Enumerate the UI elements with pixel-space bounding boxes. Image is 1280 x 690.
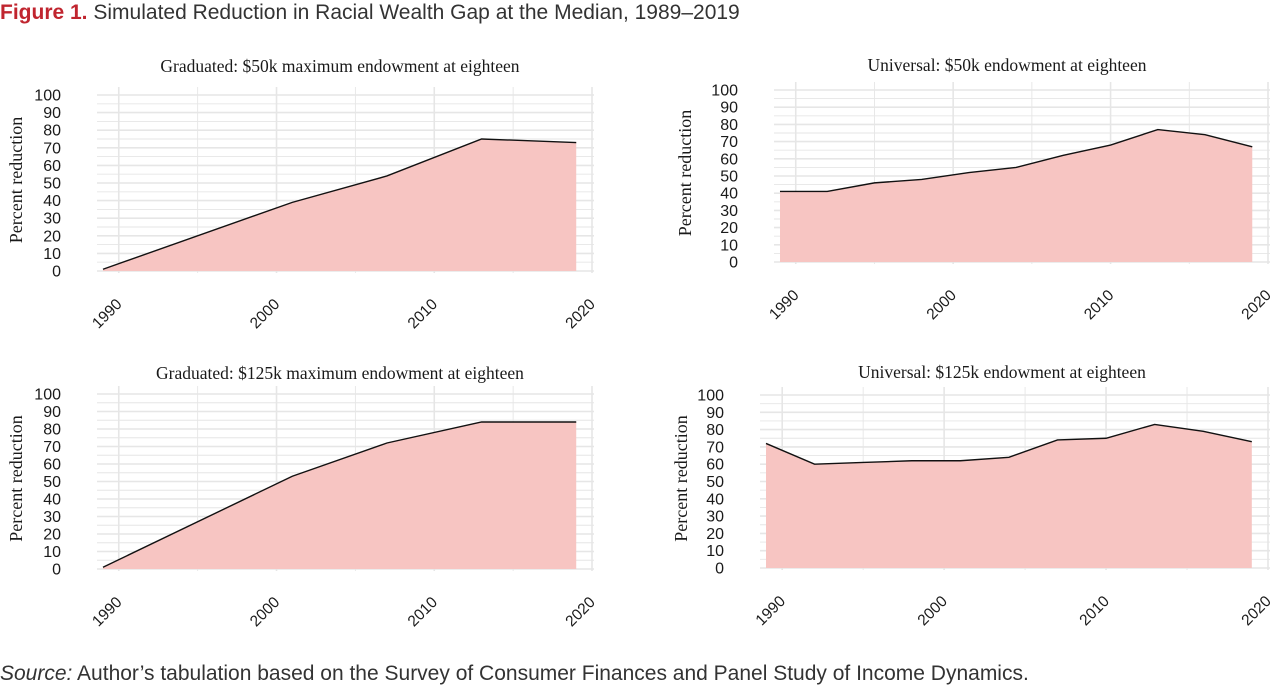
x-tick-label: 2010 xyxy=(1076,593,1113,630)
y-tick-label: 60 xyxy=(706,457,724,474)
y-tick-label: 20 xyxy=(43,527,61,544)
y-tick-label: 0 xyxy=(729,255,738,272)
y-tick-label: 90 xyxy=(43,404,61,421)
y-tick-label: 70 xyxy=(706,439,724,456)
panel-title: Graduated: $50k maximum endowment at eig… xyxy=(160,56,519,76)
y-tick-label: 40 xyxy=(720,186,738,203)
x-tick-label: 2000 xyxy=(247,594,284,631)
y-tick-label: 20 xyxy=(43,228,61,245)
y-tick-label: 50 xyxy=(43,176,61,193)
y-tick-label: 70 xyxy=(43,439,61,456)
x-tick-label: 2000 xyxy=(915,593,952,630)
area-fill xyxy=(103,139,577,271)
y-tick-label: 0 xyxy=(52,562,61,579)
y-tick-label: 50 xyxy=(43,474,61,491)
y-tick-label: 100 xyxy=(34,387,61,404)
y-tick-label: 50 xyxy=(720,169,738,186)
figure-title-text: Simulated Reduction in Racial Wealth Gap… xyxy=(93,1,740,24)
y-tick-label: 100 xyxy=(34,88,61,105)
y-axis-label: Percent reduction xyxy=(671,415,691,541)
y-tick-label: 10 xyxy=(720,237,738,254)
y-tick-label: 100 xyxy=(697,388,724,405)
panel-title: Universal: $50k endowment at eighteen xyxy=(868,55,1147,75)
y-tick-label: 60 xyxy=(43,158,61,175)
y-tick-label: 40 xyxy=(43,193,61,210)
y-tick-label: 10 xyxy=(43,246,61,263)
y-tick-label: 20 xyxy=(706,526,724,543)
y-tick-label: 80 xyxy=(43,422,61,439)
y-tick-label: 40 xyxy=(43,492,61,509)
source-note: Source: Author’s tabulation based on the… xyxy=(0,662,1029,686)
x-tick-label: 1990 xyxy=(89,594,126,631)
x-tick-label: 1990 xyxy=(753,593,790,630)
y-tick-label: 50 xyxy=(706,474,724,491)
figure-title: Figure 1. Simulated Reduction in Racial … xyxy=(0,1,740,25)
y-axis-label: Percent reduction xyxy=(675,110,695,236)
y-tick-label: 30 xyxy=(720,203,738,220)
y-tick-label: 20 xyxy=(720,220,738,237)
x-tick-label: 1990 xyxy=(89,296,126,333)
x-tick-label: 2000 xyxy=(924,287,961,324)
figure-label: Figure 1. xyxy=(0,1,88,24)
y-tick-label: 10 xyxy=(706,543,724,560)
x-tick-label: 2010 xyxy=(1081,287,1118,324)
x-tick-label: 2020 xyxy=(562,594,599,631)
y-tick-label: 90 xyxy=(720,100,738,117)
y-axis-label: Percent reduction xyxy=(6,117,26,243)
x-tick-label: 2010 xyxy=(405,296,442,333)
x-tick-label: 2020 xyxy=(1238,593,1275,630)
x-tick-label: 2020 xyxy=(1238,287,1275,324)
y-tick-label: 0 xyxy=(715,561,724,578)
y-tick-label: 90 xyxy=(43,105,61,122)
x-tick-label: 2020 xyxy=(562,296,599,333)
y-tick-label: 60 xyxy=(43,457,61,474)
y-tick-label: 60 xyxy=(720,151,738,168)
y-tick-label: 80 xyxy=(720,117,738,134)
y-tick-label: 40 xyxy=(706,491,724,508)
y-tick-label: 30 xyxy=(43,509,61,526)
area-fill xyxy=(780,129,1253,262)
y-tick-label: 30 xyxy=(706,509,724,526)
source-text: Author’s tabulation based on the Survey … xyxy=(72,662,1029,685)
y-axis-label: Percent reduction xyxy=(6,415,26,541)
area-fill xyxy=(766,424,1252,568)
x-tick-label: 1990 xyxy=(766,287,803,324)
panel-title: Graduated: $125k maximum endowment at ei… xyxy=(156,363,524,383)
y-tick-label: 10 xyxy=(43,544,61,561)
y-tick-label: 100 xyxy=(711,83,738,100)
source-label: Source: xyxy=(0,662,73,685)
y-tick-label: 70 xyxy=(43,140,61,157)
y-tick-label: 90 xyxy=(706,405,724,422)
panel-title: Universal: $125k endowment at eighteen xyxy=(858,362,1146,382)
x-tick-label: 2010 xyxy=(405,594,442,631)
y-tick-label: 30 xyxy=(43,211,61,228)
y-tick-label: 70 xyxy=(720,134,738,151)
y-tick-label: 0 xyxy=(52,264,61,281)
y-tick-label: 80 xyxy=(43,123,61,140)
y-tick-label: 80 xyxy=(706,422,724,439)
area-fill xyxy=(103,422,577,569)
x-tick-label: 2000 xyxy=(247,296,284,333)
